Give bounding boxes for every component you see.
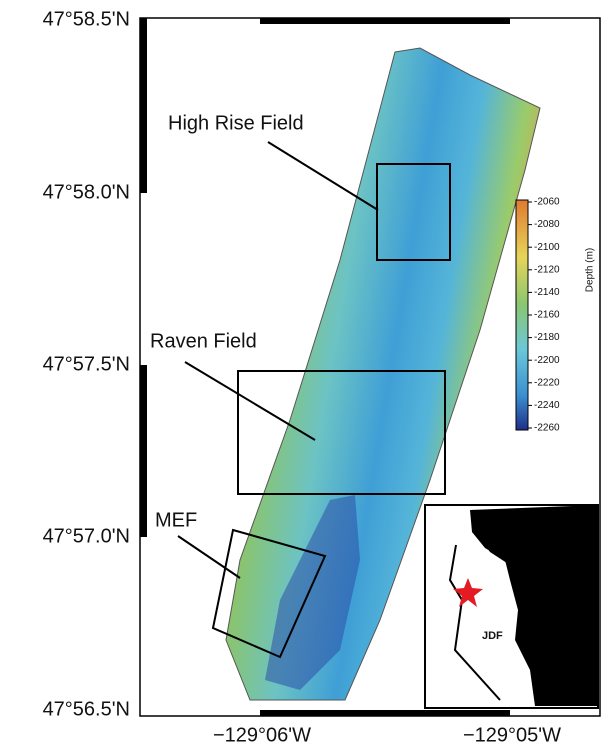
lat-label: 47°58.0'N <box>43 181 130 203</box>
field-label: MEF <box>155 509 197 531</box>
colorbar-tick-label: -2120 <box>534 264 560 275</box>
colorbar-tick-label: -2240 <box>534 400 560 411</box>
colorbar-tick-label: -2200 <box>534 355 560 366</box>
colorbar-tick-label: -2140 <box>534 287 560 298</box>
frame-stripe <box>260 710 510 716</box>
colorbar-tick-label: -2220 <box>534 377 560 388</box>
colorbar-tick-label: -2080 <box>534 219 560 230</box>
colorbar-tick-label: -2100 <box>534 242 560 253</box>
frame-stripe <box>140 365 147 537</box>
colorbar-tick-label: -2180 <box>534 332 560 343</box>
colorbar-label: Depth (m) <box>585 248 596 292</box>
lon-label: −129°06'W <box>213 724 311 746</box>
frame-stripe <box>140 18 147 193</box>
field-label: Raven Field <box>150 330 257 352</box>
map-figure: High Rise Field Raven Field MEF Depth (m… <box>0 0 601 748</box>
frame-stripe <box>260 18 510 24</box>
lon-label: −129°05'W <box>463 724 561 746</box>
colorbar-tick-label: -2260 <box>534 423 560 434</box>
lat-label: 47°58.5'N <box>43 8 130 30</box>
lat-label: 47°56.5'N <box>43 698 130 720</box>
inset-label: JDF <box>482 630 503 642</box>
colorbar-tick-label: -2060 <box>534 197 560 208</box>
colorbar-tick-label: -2160 <box>534 310 560 321</box>
lat-label: 47°57.0'N <box>43 525 130 547</box>
colorbar <box>516 200 528 430</box>
field-label: High Rise Field <box>168 112 304 134</box>
lat-label: 47°57.5'N <box>43 353 130 375</box>
